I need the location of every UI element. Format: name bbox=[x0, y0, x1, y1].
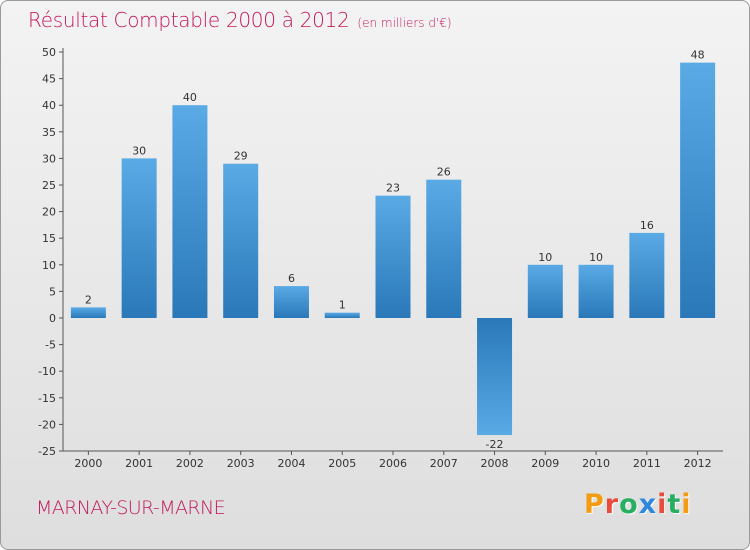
y-tick-label: 15 bbox=[42, 232, 56, 245]
data-label: -22 bbox=[486, 438, 504, 451]
x-tick-label: 2001 bbox=[125, 457, 153, 470]
y-tick-label: 40 bbox=[42, 99, 56, 112]
x-tick-label: 2005 bbox=[328, 457, 356, 470]
data-label: 16 bbox=[640, 219, 654, 232]
bar-2010 bbox=[578, 264, 614, 318]
proxiti-letter: i bbox=[681, 489, 692, 520]
x-tick-label: 2007 bbox=[430, 457, 458, 470]
bar-2004 bbox=[273, 286, 309, 318]
x-tick-label: 2010 bbox=[582, 457, 610, 470]
bar-2002 bbox=[172, 105, 208, 318]
proxiti-letter: P bbox=[584, 489, 605, 520]
y-tick-label: -5 bbox=[45, 339, 56, 352]
y-tick-label: 10 bbox=[42, 259, 56, 272]
y-tick-label: -10 bbox=[38, 365, 56, 378]
proxiti-letter: x bbox=[638, 489, 658, 520]
y-tick-label: -25 bbox=[38, 445, 56, 458]
y-tick-label: 5 bbox=[49, 285, 56, 298]
y-tick-label: 0 bbox=[49, 312, 56, 325]
y-tick-label: 50 bbox=[42, 46, 56, 59]
data-label: 10 bbox=[589, 251, 603, 264]
proxiti-letter: r bbox=[604, 489, 620, 520]
data-label: 29 bbox=[234, 150, 248, 163]
x-tick-label: 2002 bbox=[176, 457, 204, 470]
data-label: 48 bbox=[691, 49, 705, 62]
chart-title-text: Résultat Comptable 2000 à 2012 bbox=[28, 8, 350, 32]
y-tick-label: 30 bbox=[42, 152, 56, 165]
proxiti-logo[interactable]: Proxiti bbox=[584, 489, 692, 520]
proxiti-letter: i bbox=[657, 489, 668, 520]
proxiti-letter: t bbox=[667, 489, 682, 520]
bar-2001 bbox=[121, 158, 157, 318]
y-tick-label: -20 bbox=[38, 418, 56, 431]
bar-2009 bbox=[527, 264, 563, 318]
y-tick-label: 25 bbox=[42, 179, 56, 192]
x-tick-label: 2011 bbox=[633, 457, 661, 470]
x-tick-label: 2006 bbox=[379, 457, 407, 470]
proxiti-letter: o bbox=[619, 489, 639, 520]
bar-2012 bbox=[680, 62, 716, 318]
bar-2006 bbox=[375, 195, 411, 318]
bar-2011 bbox=[629, 232, 665, 318]
bar-2008 bbox=[477, 318, 513, 436]
data-label: 30 bbox=[132, 144, 146, 157]
data-label: 6 bbox=[288, 272, 295, 285]
data-label: 1 bbox=[339, 299, 346, 312]
y-tick-label: 20 bbox=[42, 206, 56, 219]
bar-2005 bbox=[324, 312, 360, 318]
x-tick-label: 2009 bbox=[531, 457, 559, 470]
bar-2007 bbox=[426, 179, 462, 318]
data-label: 10 bbox=[538, 251, 552, 264]
data-label: 40 bbox=[183, 91, 197, 104]
data-label: 26 bbox=[437, 166, 451, 179]
x-tick-label: 2004 bbox=[277, 457, 305, 470]
chart-title: Résultat Comptable 2000 à 2012 (en millie… bbox=[28, 8, 452, 32]
x-tick-label: 2000 bbox=[74, 457, 102, 470]
chart-unit: (en milliers d'€) bbox=[357, 16, 452, 30]
y-tick-label: 45 bbox=[42, 73, 56, 86]
data-label: 23 bbox=[386, 182, 400, 195]
x-tick-label: 2003 bbox=[227, 457, 255, 470]
x-tick-label: 2008 bbox=[481, 457, 509, 470]
bar-2000 bbox=[70, 307, 106, 318]
data-label: 2 bbox=[85, 293, 92, 306]
y-tick-label: 35 bbox=[42, 126, 56, 139]
bar-2003 bbox=[223, 163, 259, 318]
x-tick-label: 2012 bbox=[684, 457, 712, 470]
town-name: MARNAY-SUR-MARNE bbox=[36, 497, 226, 519]
y-tick-label: -15 bbox=[38, 392, 56, 405]
